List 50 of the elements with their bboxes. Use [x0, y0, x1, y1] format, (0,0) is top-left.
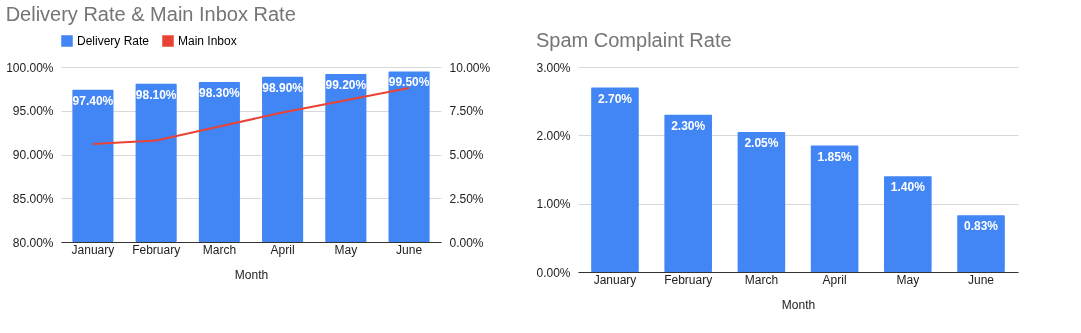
data-label: 98.10%	[135, 87, 177, 102]
y-tick-label: 0.00%	[536, 265, 571, 280]
x-tick-label: March	[744, 272, 779, 287]
data-label: 1.85%	[817, 149, 852, 164]
x-tick-label: March	[202, 242, 237, 257]
data-label: 98.90%	[262, 80, 304, 95]
data-label: 99.50%	[388, 75, 430, 90]
x-tick-label: February	[664, 272, 713, 287]
bar	[591, 87, 639, 272]
x-tick-label: April	[822, 272, 847, 287]
legend-label: Main Inbox	[178, 34, 237, 48]
y-tick-label: 2.00%	[536, 128, 571, 143]
y-tick-label: 80.00%	[12, 235, 54, 250]
data-label: 2.30%	[671, 118, 706, 133]
data-label: 0.83%	[964, 219, 999, 234]
chart-title: Spam Complaint Rate	[535, 29, 732, 51]
data-label: 1.40%	[890, 180, 926, 195]
bar	[957, 215, 1005, 272]
data-label: 98.30%	[199, 85, 241, 100]
x-tick-label: May	[896, 272, 920, 287]
y2-tick-label: 0.00%	[449, 235, 484, 250]
y-tick-label: 90.00%	[12, 148, 54, 162]
bar	[810, 145, 859, 272]
y2-tick-label: 10.00%	[449, 60, 491, 75]
y-tick-label: 95.00%	[12, 104, 54, 119]
y-tick-label: 85.00%	[12, 191, 54, 206]
x-tick-label: February	[132, 242, 181, 257]
data-label: 97.40%	[72, 93, 114, 108]
x-tick-label: June	[968, 272, 995, 287]
y2-tick-label: 2.50%	[449, 191, 484, 206]
x-axis-title: Month	[781, 297, 816, 312]
legend-label: Delivery Rate	[77, 34, 150, 48]
data-label: 2.05%	[744, 135, 779, 150]
y2-tick-label: 7.50%	[449, 104, 484, 119]
x-tick-label: May	[334, 242, 358, 257]
y-tick-label: 1.00%	[536, 197, 571, 212]
data-label: 2.70%	[597, 91, 633, 106]
bar	[664, 114, 712, 272]
y2-tick-label: 5.00%	[449, 148, 484, 162]
x-tick-label: January	[71, 242, 115, 257]
y-tick-label: 100.00%	[6, 60, 54, 75]
x-axis-title: Month	[234, 267, 269, 282]
data-label: 99.20%	[325, 78, 367, 92]
x-tick-label: June	[396, 242, 423, 257]
bar	[884, 176, 932, 272]
bar	[737, 131, 786, 272]
chart-title: Delivery Rate & Main Inbox Rate	[5, 3, 296, 25]
x-tick-label: April	[270, 242, 295, 257]
y-tick-label: 3.00%	[536, 60, 571, 75]
x-tick-label: January	[593, 272, 637, 287]
